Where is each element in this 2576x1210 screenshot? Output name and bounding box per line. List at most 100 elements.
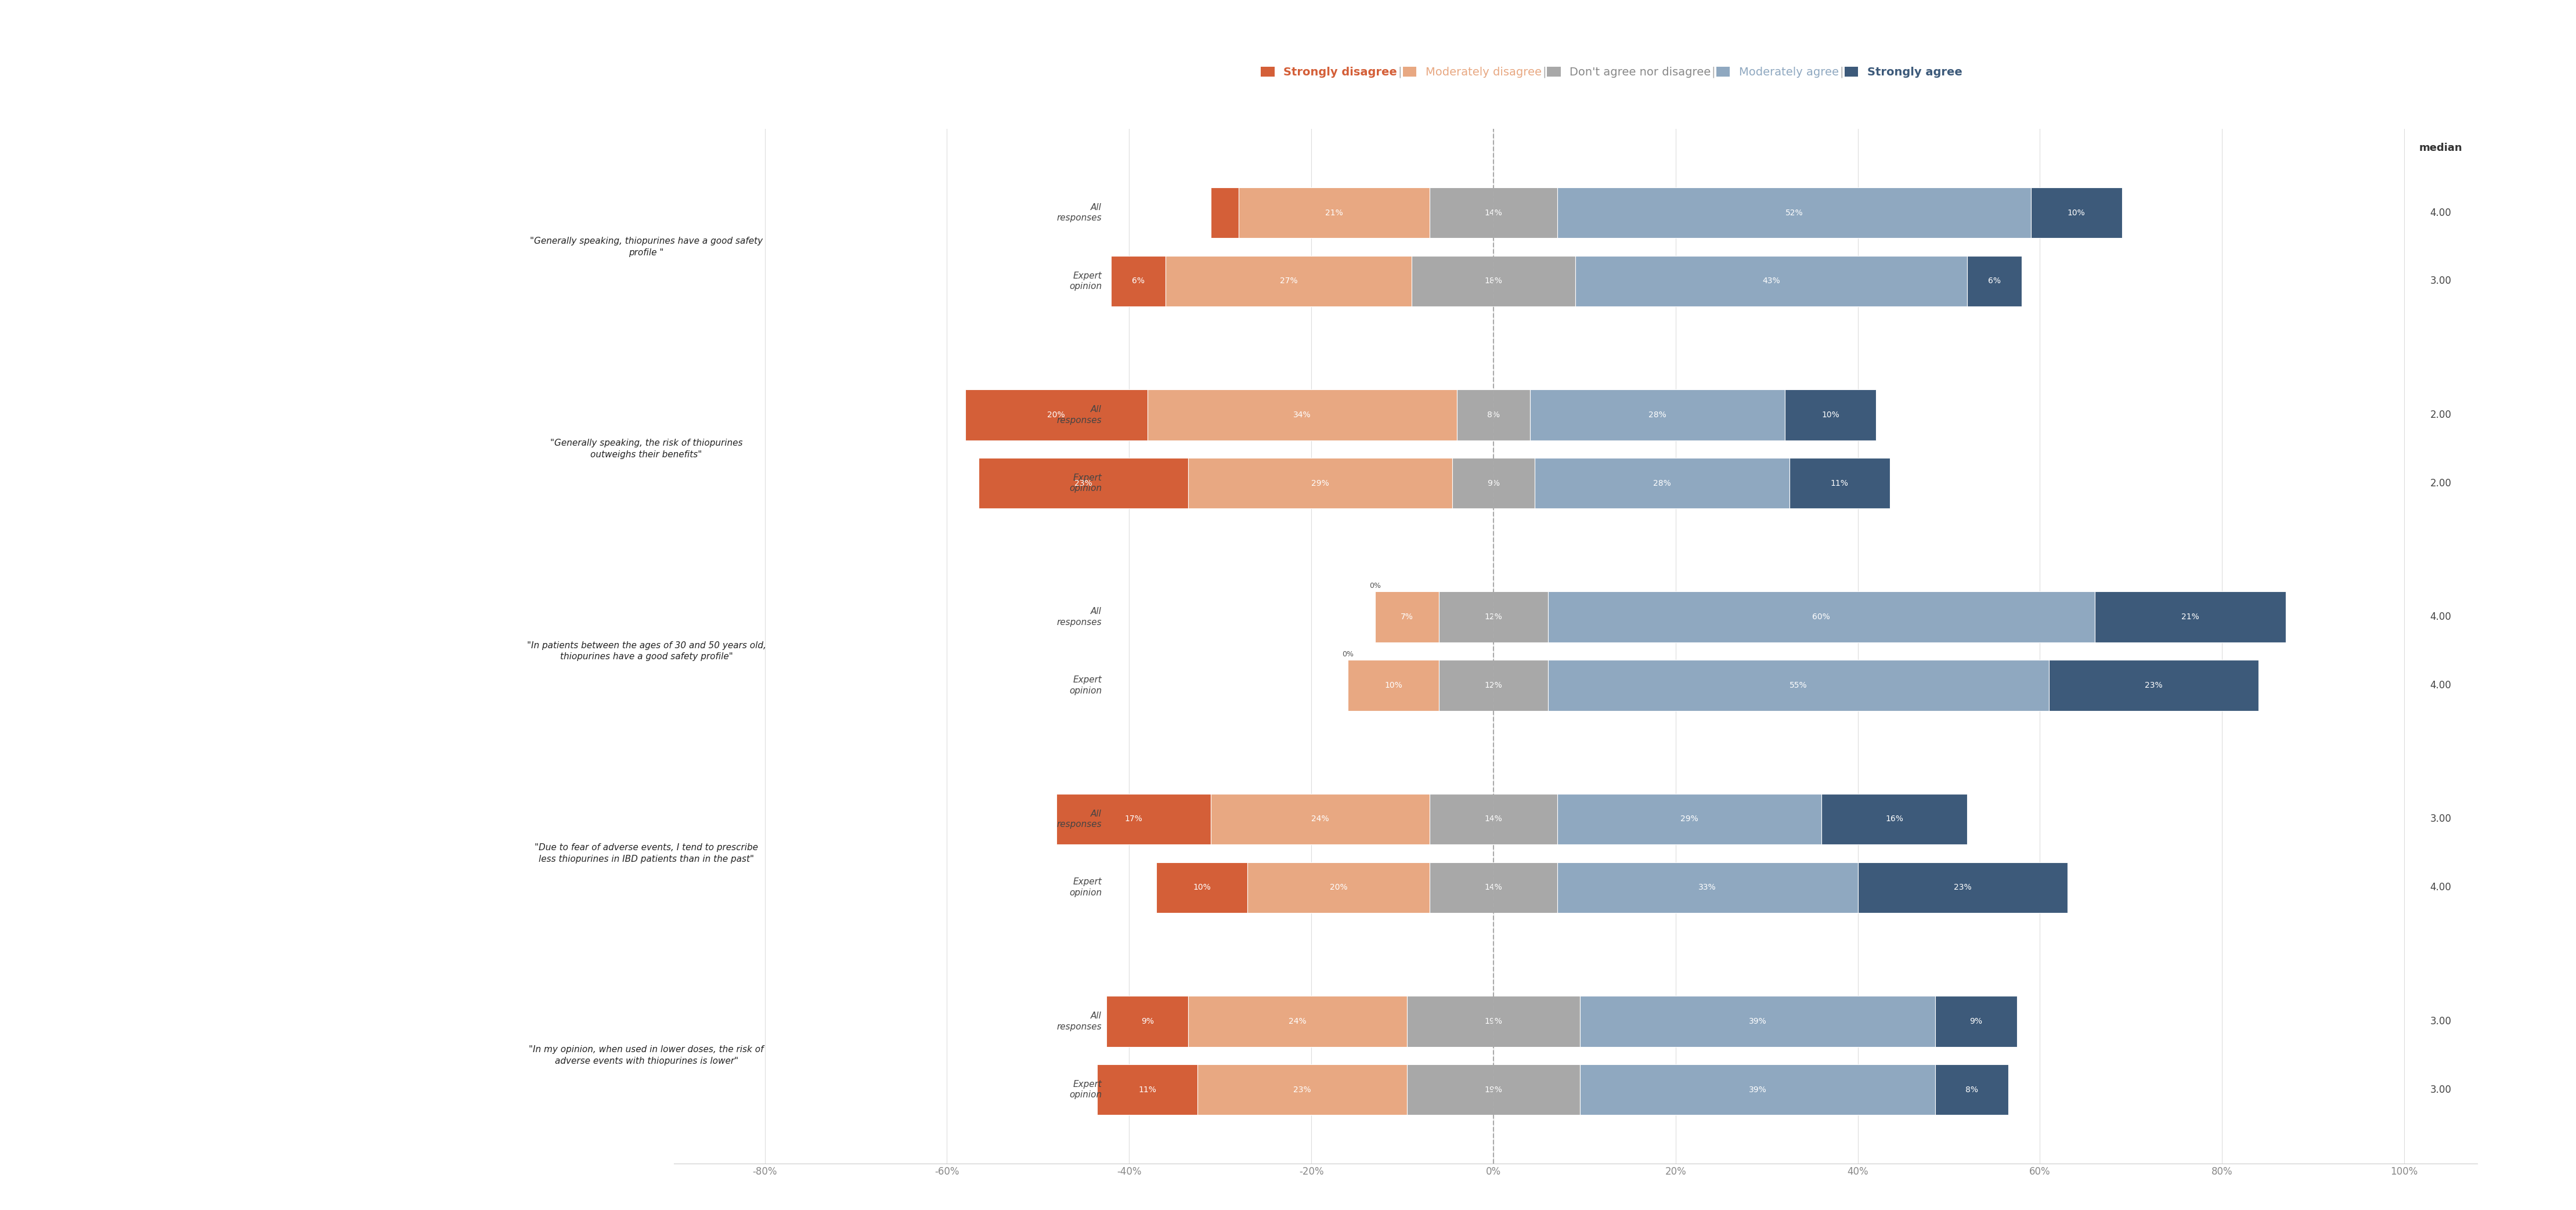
Bar (1579, 996, 1935, 1047)
Text: 11%: 11% (1832, 479, 1850, 488)
Bar (1548, 659, 2048, 710)
Text: median: median (2419, 143, 2463, 154)
Text: 10%: 10% (1193, 883, 1211, 892)
Text: 21%: 21% (1324, 208, 1342, 217)
Text: 39%: 39% (1749, 1085, 1767, 1094)
Text: All
responses: All responses (1056, 405, 1103, 425)
Bar (2094, 592, 2285, 643)
Bar (1412, 255, 1577, 306)
Text: All
responses: All responses (1056, 809, 1103, 829)
Text: 8%: 8% (1486, 411, 1499, 419)
Bar (1558, 862, 1857, 912)
Bar (1211, 794, 1430, 845)
Text: 16%: 16% (1886, 816, 1904, 823)
Bar (1097, 1065, 1198, 1114)
Bar (1146, 390, 1458, 440)
Text: 3.00: 3.00 (2429, 814, 2452, 824)
Text: 11%: 11% (1139, 1085, 1157, 1094)
Text: 17%: 17% (1126, 816, 1144, 823)
Text: 20%: 20% (1048, 411, 1064, 419)
Text: 12%: 12% (1484, 613, 1502, 621)
Text: 0%: 0% (1370, 582, 1381, 589)
Text: "Generally speaking, thiopurines have a good safety
profile ": "Generally speaking, thiopurines have a … (531, 237, 762, 257)
Bar (1406, 996, 1579, 1047)
Bar (1440, 592, 1548, 643)
Bar (1790, 457, 1891, 508)
Bar (1577, 255, 1968, 306)
Bar (1579, 1065, 1935, 1114)
Bar (1968, 255, 2022, 306)
Text: 24%: 24% (1311, 816, 1329, 823)
Bar (1558, 794, 1821, 845)
Bar (1347, 659, 1440, 710)
Bar (1935, 1065, 2009, 1114)
Text: 23%: 23% (1293, 1085, 1311, 1094)
Text: 29%: 29% (1311, 479, 1329, 488)
Text: 3.00: 3.00 (2429, 276, 2452, 287)
Text: 7%: 7% (1401, 613, 1414, 621)
Bar (1785, 390, 1875, 440)
Bar (1935, 996, 2017, 1047)
Text: 10%: 10% (1383, 681, 1401, 690)
Bar (1188, 996, 1406, 1047)
Text: 14%: 14% (1484, 208, 1502, 217)
Text: 29%: 29% (1680, 816, 1698, 823)
Text: 28%: 28% (1654, 479, 1672, 488)
Text: 34%: 34% (1293, 411, 1311, 419)
Bar (1056, 794, 1211, 845)
Text: Expert
opinion: Expert opinion (1069, 1079, 1103, 1100)
Bar (1440, 659, 1548, 710)
Bar (1453, 457, 1535, 508)
Text: 10%: 10% (2069, 208, 2087, 217)
Text: 27%: 27% (1280, 277, 1298, 286)
Text: 6%: 6% (1989, 277, 2002, 286)
Text: 14%: 14% (1484, 816, 1502, 823)
Text: Expert
opinion: Expert opinion (1069, 675, 1103, 695)
Bar (2048, 659, 2259, 710)
Text: 39%: 39% (1749, 1018, 1767, 1025)
Text: 18%: 18% (1484, 277, 1502, 286)
Text: 33%: 33% (1698, 883, 1716, 892)
Text: 3.00: 3.00 (2429, 1084, 2452, 1095)
Bar (966, 390, 1146, 440)
Text: All
responses: All responses (1056, 203, 1103, 223)
Text: |: | (1399, 67, 1401, 77)
Text: |: | (1543, 67, 1546, 77)
Bar (1530, 390, 1785, 440)
Text: 4.00: 4.00 (2429, 680, 2452, 691)
Legend: Strongly disagree, Moderately disagree, Don't agree nor disagree, Moderately agr: Strongly disagree, Moderately disagree, … (1257, 62, 1965, 82)
Text: 10%: 10% (1821, 411, 1839, 419)
Bar (1857, 862, 2069, 912)
Text: 23%: 23% (1953, 883, 1971, 892)
Text: 24%: 24% (1288, 1018, 1306, 1025)
Bar (1535, 457, 1790, 508)
Text: 3.00: 3.00 (2429, 1016, 2452, 1026)
Text: 0%: 0% (1342, 651, 1352, 658)
Bar (1558, 188, 2030, 238)
Text: 23%: 23% (2146, 681, 2164, 690)
Bar (1548, 592, 2094, 643)
Bar (1239, 188, 1430, 238)
Text: |: | (1839, 67, 1844, 77)
Bar (2030, 188, 2123, 238)
Text: 19%: 19% (1484, 1018, 1502, 1025)
Text: "Due to fear of adverse events, I tend to prescribe
less thiopurines in IBD pati: "Due to fear of adverse events, I tend t… (536, 843, 757, 864)
Bar (1406, 1065, 1579, 1114)
Bar (1198, 1065, 1406, 1114)
Bar (1821, 794, 1968, 845)
Text: "In my opinion, when used in lower doses, the risk of
adverse events with thiopu: "In my opinion, when used in lower doses… (528, 1045, 762, 1066)
Bar (1188, 457, 1453, 508)
Text: 2.00: 2.00 (2429, 478, 2452, 489)
Text: 43%: 43% (1762, 277, 1780, 286)
Text: 2.00: 2.00 (2429, 410, 2452, 420)
Bar (1211, 188, 1239, 238)
Bar (1376, 592, 1440, 643)
Text: 4.00: 4.00 (2429, 882, 2452, 893)
Text: Expert
opinion: Expert opinion (1069, 473, 1103, 492)
Bar (1430, 188, 1558, 238)
Text: Expert
opinion: Expert opinion (1069, 877, 1103, 898)
Bar (1430, 862, 1558, 912)
Bar (1157, 862, 1247, 912)
Text: 9%: 9% (1971, 1018, 1984, 1025)
Text: Expert
opinion: Expert opinion (1069, 271, 1103, 290)
